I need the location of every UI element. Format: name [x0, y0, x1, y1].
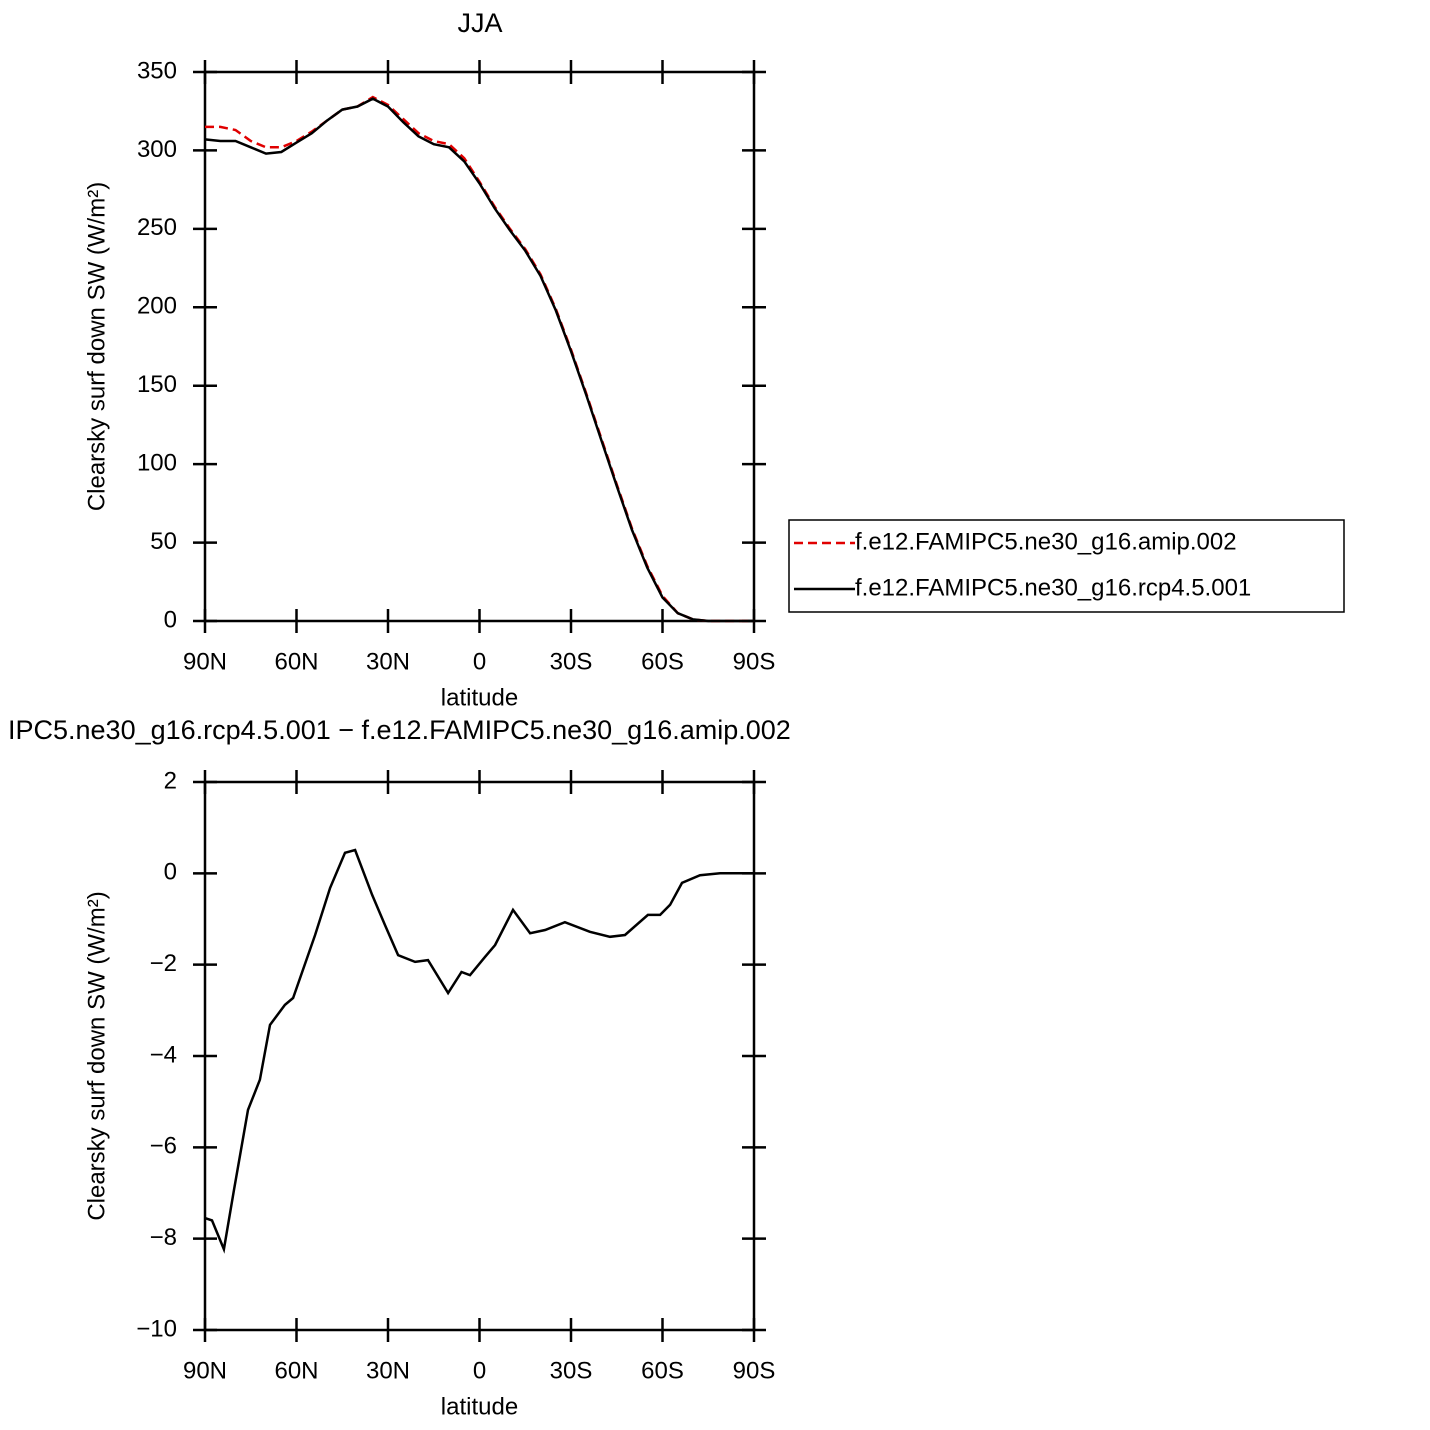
x-tick-label: 0 — [473, 1357, 486, 1384]
y-tick-label: 100 — [137, 449, 177, 476]
x-axis-label: latitude — [441, 684, 518, 711]
data-line — [204, 848, 754, 1254]
y-tick-label: 250 — [137, 214, 177, 241]
y-tick-label: 200 — [137, 293, 177, 320]
y-tick-label: 150 — [137, 371, 177, 398]
data-line — [204, 97, 754, 623]
plot-frame — [203, 70, 756, 623]
chart-title: JJA — [457, 8, 502, 38]
x-tick-label: 0 — [473, 648, 486, 675]
y-tick-label: −4 — [150, 1041, 177, 1068]
x-tick-label: 60S — [641, 1357, 684, 1384]
x-tick-label: 90S — [733, 1357, 776, 1384]
y-tick-label: 0 — [164, 859, 177, 886]
legend-box — [788, 519, 1345, 613]
y-tick-label: −2 — [150, 950, 177, 977]
x-tick-label: 60N — [274, 648, 318, 675]
legend-label: f.e12.FAMIPC5.ne30_g16.rcp4.5.001 — [855, 574, 1251, 601]
x-tick-label: 30N — [366, 648, 410, 675]
y-tick-label: 2 — [164, 767, 177, 794]
y-axis-label: Clearsky surf down SW (W/m²) — [83, 182, 110, 511]
chart-title: IPC5.ne30_g16.rcp4.5.001 − f.e12.FAMIPC5… — [8, 715, 791, 745]
x-axis-label: latitude — [441, 1393, 518, 1420]
y-tick-label: 50 — [150, 528, 177, 555]
plot-frame — [203, 780, 756, 1332]
y-tick-label: 300 — [137, 136, 177, 163]
y-tick-label: 0 — [164, 606, 177, 633]
x-tick-label: 90N — [183, 1357, 227, 1384]
x-tick-label: 30N — [366, 1357, 410, 1384]
y-tick-label: −10 — [136, 1315, 177, 1342]
x-tick-label: 90S — [733, 648, 776, 675]
x-tick-label: 60S — [641, 648, 684, 675]
y-tick-label: −8 — [150, 1224, 177, 1251]
y-axis-label: Clearsky surf down SW (W/m²) — [83, 891, 110, 1220]
x-tick-label: 60N — [274, 1357, 318, 1384]
x-tick-label: 90N — [183, 648, 227, 675]
x-tick-label: 30S — [550, 648, 593, 675]
y-tick-label: −6 — [150, 1133, 177, 1160]
legend-label: f.e12.FAMIPC5.ne30_g16.amip.002 — [855, 528, 1237, 555]
y-tick-label: 350 — [137, 57, 177, 84]
data-line — [205, 95, 754, 623]
x-tick-label: 30S — [550, 1357, 593, 1384]
